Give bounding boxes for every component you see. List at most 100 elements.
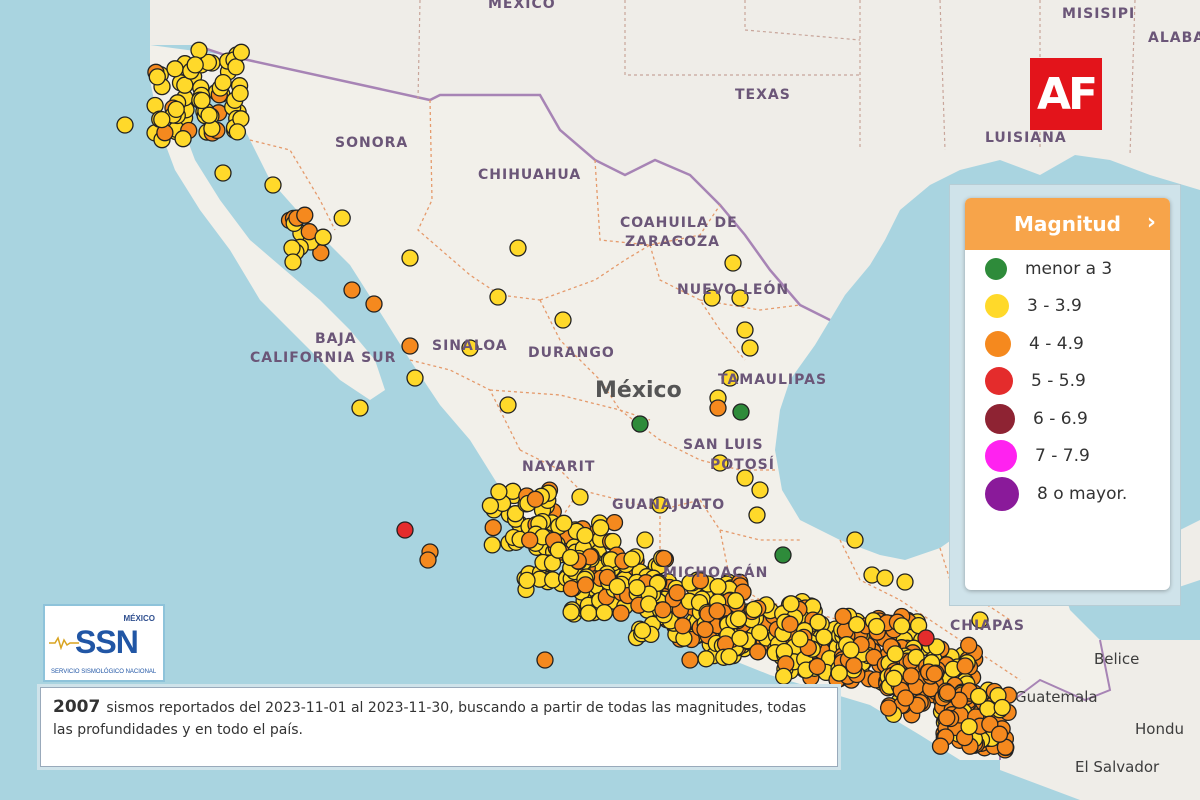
earthquake-marker[interactable] (576, 526, 594, 545)
earthquake-marker[interactable] (562, 579, 581, 598)
earthquake-marker[interactable] (314, 228, 332, 246)
earthquake-marker[interactable] (174, 130, 192, 148)
earthquake-marker[interactable] (971, 611, 989, 629)
earthquake-marker[interactable] (808, 657, 826, 676)
earthquake-marker[interactable] (751, 623, 769, 642)
earthquake-marker[interactable] (736, 321, 754, 339)
earthquake-marker[interactable] (499, 396, 517, 414)
earthquake-marker[interactable] (848, 615, 866, 634)
earthquake-marker[interactable] (401, 249, 419, 267)
earthquake-marker[interactable] (148, 68, 166, 86)
earthquake-marker[interactable] (969, 687, 988, 706)
earthquake-marker[interactable] (724, 254, 742, 272)
earthquake-marker[interactable] (518, 571, 536, 590)
earthquake-markers[interactable] (116, 41, 1018, 759)
earthquake-marker[interactable] (902, 667, 920, 685)
earthquake-marker[interactable] (809, 613, 827, 631)
earthquake-marker[interactable] (729, 610, 748, 628)
earthquake-marker[interactable] (461, 339, 479, 357)
earthquake-marker[interactable] (651, 496, 669, 514)
earthquake-marker[interactable] (956, 657, 974, 675)
earthquake-marker[interactable] (668, 584, 686, 602)
earthquake-marker[interactable] (365, 295, 383, 313)
earthquake-marker[interactable] (708, 602, 726, 620)
earthquake-marker[interactable] (343, 281, 361, 299)
earthquake-marker[interactable] (228, 123, 247, 141)
earthquake-marker[interactable] (214, 73, 232, 92)
earthquake-marker[interactable] (681, 651, 699, 669)
earthquake-marker[interactable] (654, 601, 672, 619)
earthquake-marker[interactable] (745, 600, 763, 619)
earthquake-marker[interactable] (867, 617, 886, 636)
earthquake-marker[interactable] (697, 650, 715, 668)
earthquake-marker[interactable] (579, 604, 598, 622)
earthquake-marker[interactable] (938, 683, 957, 702)
earthquake-marker[interactable] (576, 576, 595, 594)
earthquake-marker[interactable] (741, 339, 759, 357)
earthquake-marker[interactable] (561, 548, 580, 567)
legend-header[interactable]: Magnitud › (965, 198, 1170, 250)
earthquake-marker[interactable] (401, 337, 419, 355)
earthquake-marker[interactable] (749, 643, 767, 661)
earthquake-marker[interactable] (489, 288, 507, 306)
earthquake-marker[interactable] (490, 483, 508, 501)
earthquake-marker[interactable] (731, 629, 749, 647)
earthquake-marker[interactable] (214, 164, 232, 182)
earthquake-marker[interactable] (990, 725, 1009, 743)
earthquake-marker[interactable] (186, 56, 204, 74)
earthquake-marker[interactable] (562, 603, 580, 621)
earthquake-marker[interactable] (720, 647, 738, 666)
earthquake-marker[interactable] (732, 403, 750, 421)
earthquake-marker[interactable] (731, 289, 749, 307)
earthquake-marker[interactable] (636, 531, 654, 549)
earthquake-marker[interactable] (153, 110, 171, 129)
earthquake-marker[interactable] (623, 550, 641, 568)
earthquake-marker[interactable] (775, 667, 793, 686)
earthquake-marker[interactable] (296, 206, 314, 224)
earthquake-marker[interactable] (481, 497, 500, 515)
earthquake-marker[interactable] (506, 505, 525, 523)
earthquake-marker[interactable] (231, 84, 249, 103)
earthquake-marker[interactable] (167, 100, 185, 119)
earthquake-marker[interactable] (691, 572, 710, 590)
earthquake-marker[interactable] (592, 519, 610, 537)
earthquake-marker[interactable] (555, 514, 573, 532)
earthquake-marker[interactable] (791, 630, 809, 648)
earthquake-marker[interactable] (696, 620, 714, 639)
earthquake-marker[interactable] (536, 651, 554, 669)
chevron-right-icon[interactable]: › (1146, 210, 1156, 235)
earthquake-marker[interactable] (879, 699, 898, 717)
earthquake-marker[interactable] (993, 698, 1011, 717)
earthquake-marker[interactable] (960, 717, 978, 736)
earthquake-marker[interactable] (116, 116, 134, 134)
earthquake-marker[interactable] (925, 665, 944, 683)
earthquake-marker[interactable] (703, 289, 721, 307)
earthquake-marker[interactable] (264, 176, 282, 194)
earthquake-marker[interactable] (885, 669, 903, 687)
earthquake-marker[interactable] (509, 239, 527, 257)
earthquake-marker[interactable] (709, 577, 727, 596)
earthquake-marker[interactable] (960, 636, 978, 654)
earthquake-marker[interactable] (834, 607, 852, 626)
earthquake-marker[interactable] (781, 615, 799, 633)
earthquake-marker[interactable] (484, 518, 502, 537)
earthquake-marker[interactable] (521, 531, 539, 549)
earthquake-marker[interactable] (333, 209, 351, 227)
earthquake-marker[interactable] (232, 43, 250, 61)
earthquake-marker[interactable] (931, 737, 950, 755)
earthquake-marker[interactable] (721, 369, 739, 387)
earthquake-marker[interactable] (845, 656, 863, 675)
earthquake-marker[interactable] (893, 617, 911, 635)
earthquake-marker[interactable] (396, 521, 414, 539)
earthquake-marker[interactable] (896, 573, 914, 591)
earthquake-marker[interactable] (554, 311, 572, 329)
earthquake-marker[interactable] (751, 481, 769, 499)
earthquake-marker[interactable] (727, 592, 745, 610)
earthquake-marker[interactable] (200, 106, 218, 124)
earthquake-marker[interactable] (608, 577, 626, 596)
earthquake-marker[interactable] (896, 689, 915, 707)
earthquake-marker[interactable] (227, 58, 245, 76)
earthquake-marker[interactable] (595, 603, 613, 622)
earthquake-marker[interactable] (190, 41, 208, 59)
earthquake-marker[interactable] (886, 645, 904, 663)
